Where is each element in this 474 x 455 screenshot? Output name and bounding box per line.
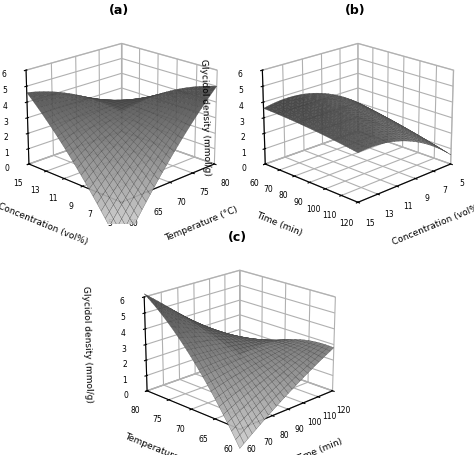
X-axis label: Concentration (vol%): Concentration (vol%) [391, 202, 474, 247]
Title: (b): (b) [345, 4, 365, 17]
Title: (a): (a) [109, 4, 129, 17]
Y-axis label: Concentration (vol%): Concentration (vol%) [0, 202, 89, 247]
Y-axis label: Time (min): Time (min) [254, 210, 303, 238]
X-axis label: Time (min): Time (min) [295, 437, 344, 455]
Title: (c): (c) [228, 231, 246, 244]
Y-axis label: Temperature (°C): Temperature (°C) [123, 432, 198, 455]
X-axis label: Temperature (°C): Temperature (°C) [163, 205, 239, 243]
